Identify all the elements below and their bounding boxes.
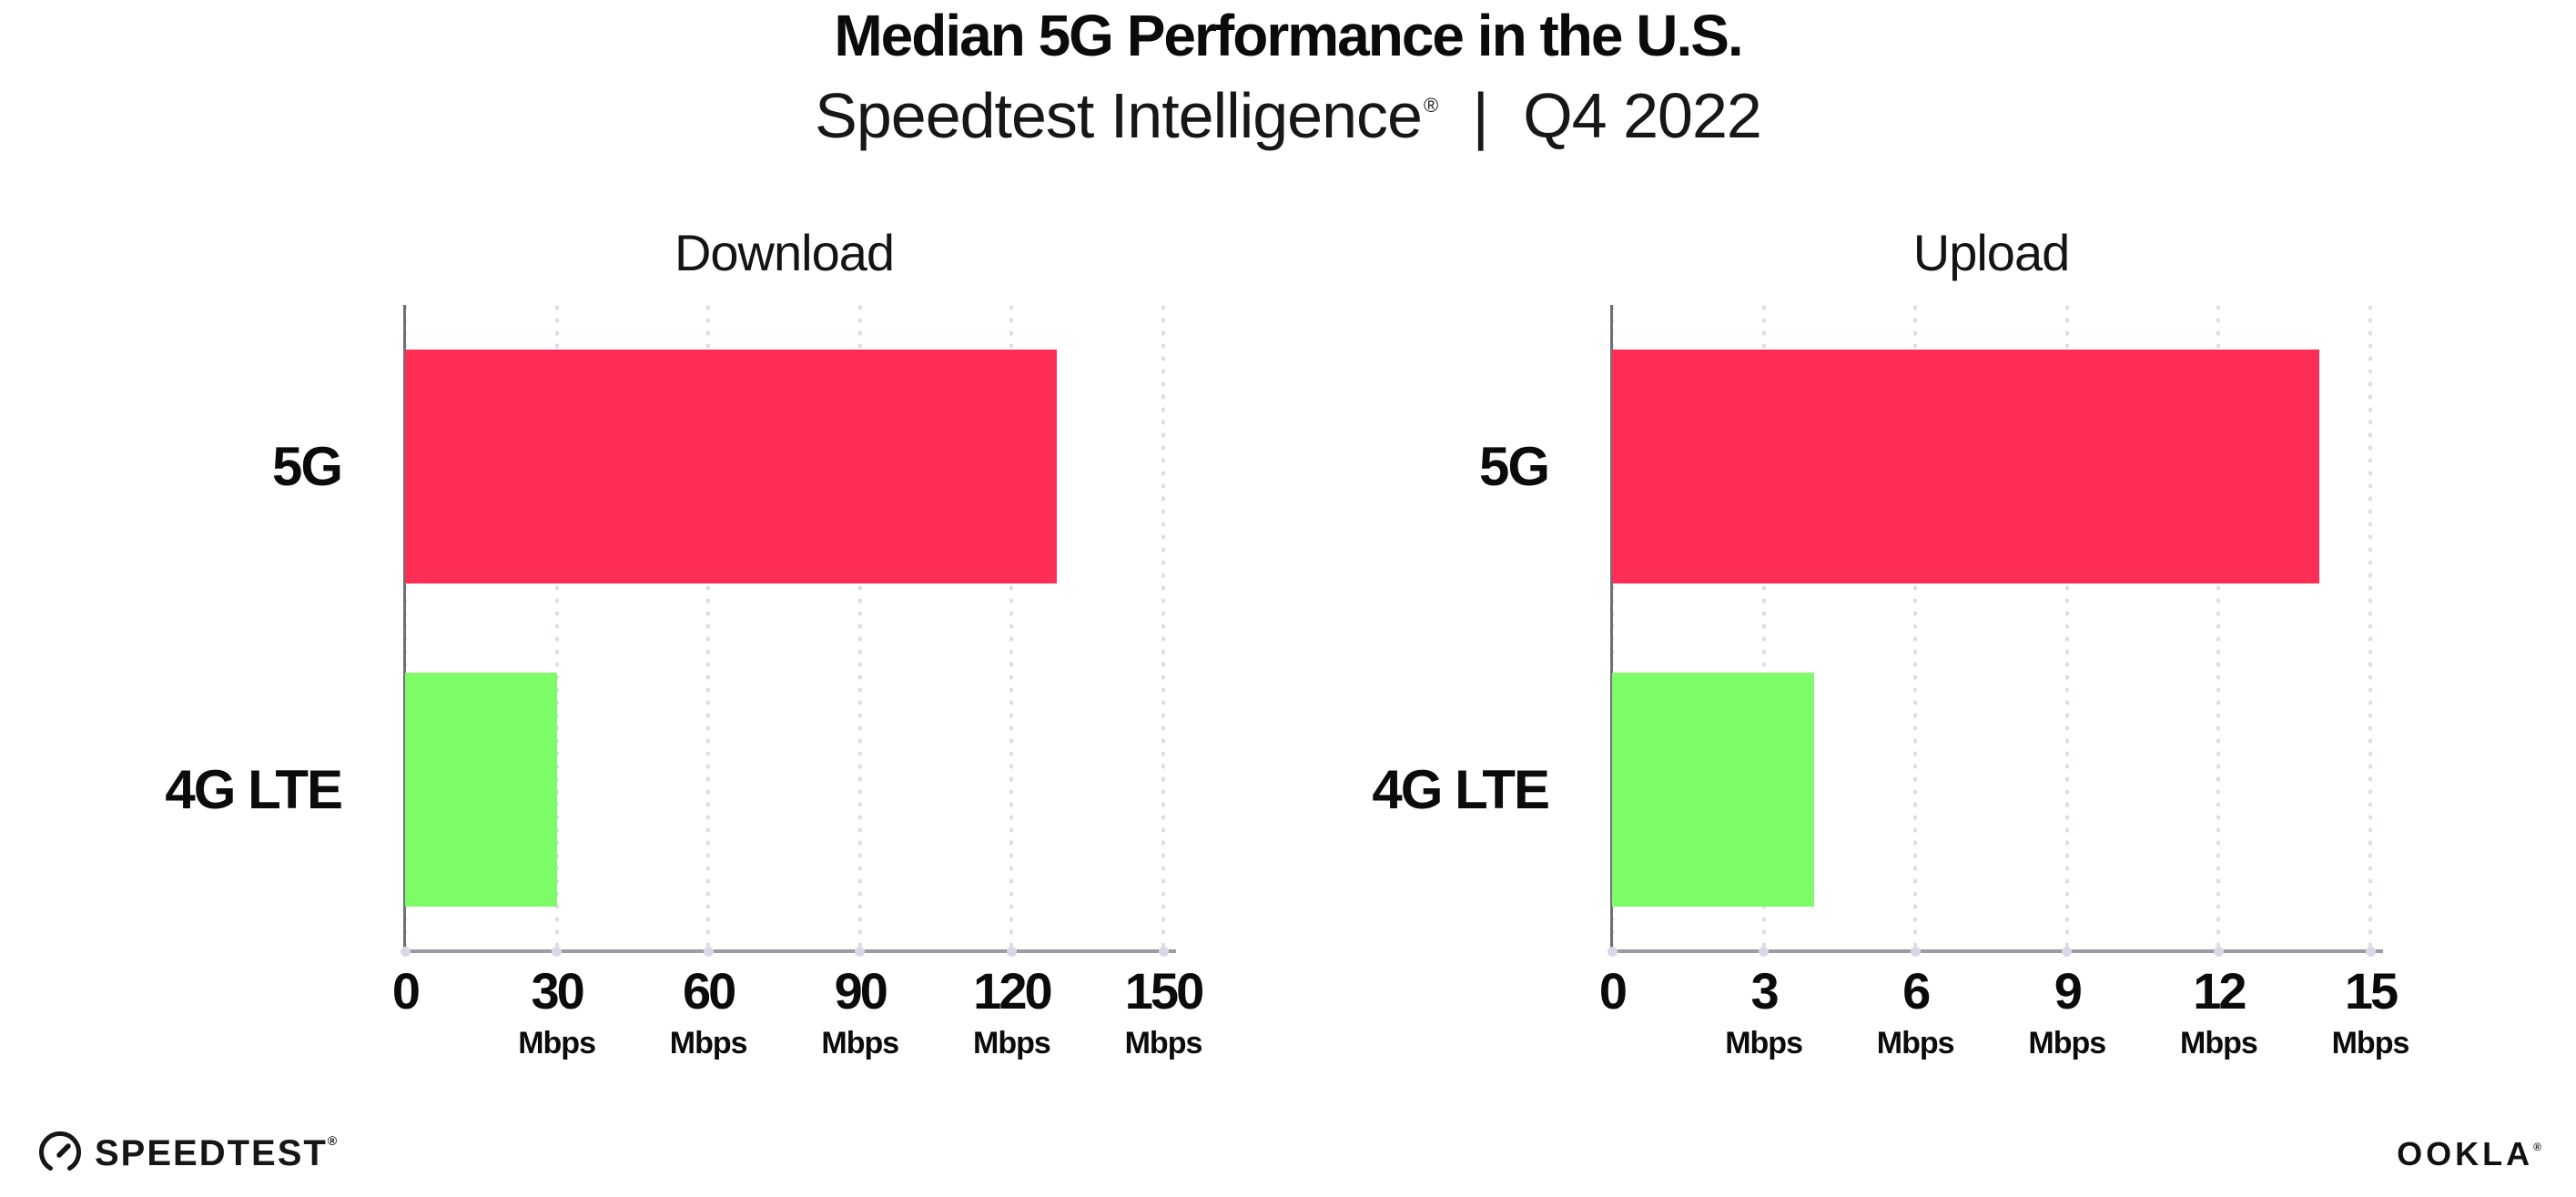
registered-trademark-icon: ® (327, 1132, 340, 1148)
axis-dot (552, 947, 563, 957)
gridline (706, 305, 711, 951)
gridline (857, 305, 862, 951)
upload-chart: Upload 5G 4G LTE 0 3 Mbps 6 Mbps 9 Mbps 12 Mbps 1… (1298, 223, 2409, 1088)
ookla-logo: OOKLA® (2397, 1135, 2545, 1173)
tick-num: 0 (1598, 962, 1628, 1019)
category-labels: 5G 4G LTE (91, 305, 405, 951)
gridline (1913, 305, 1918, 951)
tick-unit: Mbps (821, 1026, 899, 1060)
speedtest-logo: SPEEDTEST® (38, 1131, 339, 1175)
bar-4g-lte (405, 672, 557, 907)
axis-dot (1006, 947, 1017, 957)
tick: 6 Mbps (1876, 962, 1955, 1060)
tick-num: 3 (1750, 962, 1780, 1019)
axis-dot (855, 947, 866, 957)
y-axis-line (1610, 305, 1613, 951)
axis-dot (400, 947, 411, 957)
ookla-logo-text: OOKLA (2397, 1135, 2534, 1172)
speedtest-logo-text: SPEEDTEST® (95, 1132, 340, 1173)
header: Median 5G Performance in the U.S. Speedt… (0, 0, 2576, 150)
tick: 9 Mbps (2028, 962, 2106, 1060)
tick: 120 Mbps (973, 962, 1053, 1060)
tick-unit: Mbps (973, 1026, 1051, 1060)
category-labels: 5G 4G LTE (1298, 305, 1612, 951)
tick-num: 12 (2193, 962, 2246, 1019)
axis-dot (2365, 947, 2376, 957)
x-axis-ticks: 0 30 Mbps 60 Mbps 90 Mbps 120 Mbps 150 Mbps (392, 951, 1204, 1088)
tick-num: 0 (391, 962, 421, 1019)
tick: 0 (391, 962, 421, 1019)
download-chart: Download 5G 4G LTE 0 30 Mbps 60 Mbps 90 Mbps 12… (91, 223, 1204, 1088)
chart-title-upload: Upload (1912, 224, 2070, 281)
plot-area (1607, 305, 2383, 957)
category-label-5g: 5G (1478, 436, 1550, 497)
axis-dot (1910, 947, 1921, 957)
tick-num: 30 (531, 962, 584, 1019)
category-label-4g-lte: 4G LTE (165, 759, 343, 820)
axis-dot (1759, 947, 1770, 957)
registered-trademark-icon: ® (1423, 94, 1438, 117)
x-axis-line (1610, 949, 2383, 953)
tick: 90 Mbps (821, 962, 899, 1060)
bar-4g-lte (1612, 672, 1815, 907)
tick: 12 Mbps (2180, 962, 2258, 1060)
tick-unit: Mbps (1876, 1026, 1955, 1060)
tick: 0 (1598, 962, 1628, 1019)
category-label-5g: 5G (271, 436, 343, 497)
gridline (1161, 305, 1165, 951)
gridline (1009, 305, 1014, 951)
tick-unit: Mbps (2028, 1026, 2106, 1060)
page-title: Median 5G Performance in the U.S. (834, 3, 1743, 68)
speedtest-gauge-icon (39, 1131, 81, 1171)
gridline (2216, 305, 2221, 951)
tick-num: 15 (2344, 962, 2399, 1019)
tick-unit: Mbps (518, 1026, 596, 1060)
axis-dot (2062, 947, 2073, 957)
tick-num: 120 (973, 962, 1052, 1019)
tick-unit: Mbps (669, 1026, 748, 1060)
tick-unit: Mbps (2331, 1026, 2410, 1060)
x-axis-ticks: 0 3 Mbps 6 Mbps 9 Mbps 12 Mbps 15 Mbps (1599, 951, 2409, 1088)
tick: 15 Mbps (2331, 962, 2410, 1060)
tick: 3 Mbps (1725, 962, 1803, 1060)
tick-num: 90 (834, 962, 888, 1019)
tick-num: 150 (1124, 962, 1204, 1019)
y-axis-line (403, 305, 406, 951)
registered-trademark-icon: ® (2533, 1141, 2545, 1153)
tick-unit: Mbps (1725, 1026, 1803, 1060)
bar-5g (405, 349, 1058, 583)
subtitle-separator: | (1472, 80, 1489, 152)
axis-dot (1607, 947, 1618, 957)
x-axis-line (403, 949, 1176, 953)
axis-dot (703, 947, 714, 957)
tick-num: 9 (2054, 962, 2083, 1019)
tick: 60 Mbps (669, 962, 748, 1060)
gridline (1761, 305, 1766, 951)
chart-title-download: Download (674, 224, 895, 281)
gridline (554, 305, 559, 951)
tick-num: 60 (683, 962, 736, 1019)
subtitle-period: Q4 2022 (1523, 80, 1762, 152)
page-subtitle: Speedtest Intelligence® | Q4 2022 (0, 80, 2576, 152)
tick-unit: Mbps (2180, 1026, 2258, 1060)
tick-unit: Mbps (1124, 1026, 1203, 1060)
gridline (2368, 305, 2372, 951)
axis-dot (2213, 947, 2224, 957)
plot-area (400, 305, 1176, 957)
tick-num: 6 (1902, 962, 1931, 1019)
gridline (2064, 305, 2069, 951)
tick: 30 Mbps (518, 962, 596, 1060)
category-label-4g-lte: 4G LTE (1372, 759, 1550, 820)
tick: 150 Mbps (1124, 962, 1205, 1060)
bar-5g (1612, 349, 2320, 583)
axis-dot (1158, 947, 1169, 957)
subtitle-brand: Speedtest Intelligence (815, 80, 1423, 152)
